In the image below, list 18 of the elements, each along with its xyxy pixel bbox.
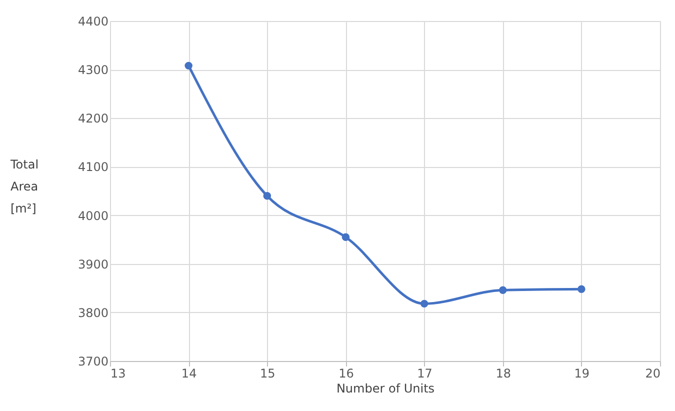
y-axis-title: Total Area [m²] xyxy=(10,158,39,216)
y-tick-label: 4000 xyxy=(78,208,108,223)
x-tick-label: 19 xyxy=(574,366,590,380)
x-tick-label: 18 xyxy=(496,366,511,380)
x-tick-label: 20 xyxy=(645,366,660,380)
x-tick-label: 13 xyxy=(110,366,126,380)
x-tick-label: 16 xyxy=(338,366,354,380)
y-tick-label: 4100 xyxy=(78,160,108,174)
y-tick-label: 3900 xyxy=(78,257,108,272)
x-tick-label: 17 xyxy=(417,366,432,380)
y-tick-label: 4300 xyxy=(78,63,108,78)
x-tick-label: 14 xyxy=(181,366,197,380)
x-axis-title: Number of Units xyxy=(336,382,435,396)
y-tick-label: 4200 xyxy=(78,112,108,126)
y-tick-label: 3700 xyxy=(78,354,108,368)
y-tick-label: 3800 xyxy=(78,306,108,320)
x-tick-label: 15 xyxy=(260,366,276,380)
y-tick-label: 4400 xyxy=(78,14,108,28)
